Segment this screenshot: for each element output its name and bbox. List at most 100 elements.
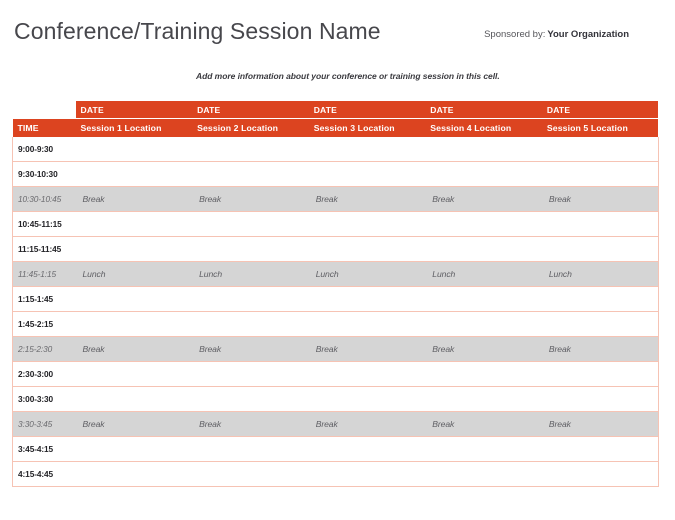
session-cell-3[interactable] [308, 386, 426, 412]
session-cell-4[interactable]: Break [425, 411, 542, 437]
date-header-2[interactable]: DATE [192, 101, 309, 119]
session-cell-4[interactable] [425, 436, 542, 462]
session-cell-4[interactable] [425, 286, 542, 312]
time-slot-cell[interactable]: 9:00-9:30 [12, 137, 76, 162]
session-cell-5[interactable] [541, 361, 659, 387]
session-cell-2[interactable]: Break [192, 411, 309, 437]
session-cell-3[interactable] [308, 286, 426, 312]
session-cell-1[interactable] [75, 137, 193, 162]
session-cell-2[interactable] [192, 461, 309, 487]
session-cell-1[interactable]: Break [75, 336, 193, 362]
session-cell-1[interactable] [75, 161, 193, 187]
column-header-session-3[interactable]: Session 3 Location [308, 118, 426, 137]
session-cell-4[interactable] [425, 161, 542, 187]
session-cell-1[interactable] [75, 211, 193, 237]
session-cell-3[interactable] [308, 211, 426, 237]
session-cell-3[interactable] [308, 361, 426, 387]
session-cell-5[interactable]: Break [541, 411, 659, 437]
time-slot-cell[interactable]: 2:30-3:00 [12, 361, 76, 387]
time-slot-cell[interactable]: 4:15-4:45 [12, 461, 76, 487]
session-cell-5[interactable]: Break [541, 336, 659, 362]
session-cell-3[interactable] [308, 236, 426, 262]
session-cell-3[interactable] [308, 161, 426, 187]
column-header-session-2[interactable]: Session 2 Location [192, 118, 309, 137]
session-cell-5[interactable] [541, 461, 659, 487]
session-cell-3[interactable]: Break [308, 411, 426, 437]
time-slot-cell[interactable]: 3:45-4:15 [12, 436, 76, 462]
session-cell-3[interactable] [308, 311, 426, 337]
session-cell-4[interactable] [425, 311, 542, 337]
date-header-1[interactable]: DATE [75, 101, 193, 119]
time-slot-cell[interactable]: 11:15-11:45 [12, 236, 76, 262]
session-cell-4[interactable] [425, 361, 542, 387]
session-cell-5[interactable]: Lunch [541, 261, 659, 287]
table-row: 10:30-10:45 Break Break Break Break Break [12, 186, 659, 212]
session-cell-4[interactable] [425, 236, 542, 262]
session-cell-4[interactable]: Break [425, 336, 542, 362]
date-header-3[interactable]: DATE [308, 101, 426, 119]
time-slot-cell[interactable]: 3:00-3:30 [12, 386, 76, 412]
time-slot-cell[interactable]: 3:30-3:45 [12, 411, 76, 437]
session-cell-4[interactable] [425, 211, 542, 237]
session-cell-1[interactable]: Break [75, 411, 193, 437]
session-cell-1[interactable]: Break [75, 186, 193, 212]
session-cell-5[interactable] [541, 286, 659, 312]
column-header-session-4[interactable]: Session 4 Location [425, 118, 542, 137]
table-row: 4:15-4:45 [12, 461, 659, 487]
session-cell-4[interactable]: Break [425, 186, 542, 212]
session-cell-1[interactable] [75, 311, 193, 337]
session-cell-1[interactable] [75, 236, 193, 262]
session-cell-5[interactable] [541, 211, 659, 237]
session-cell-1[interactable]: Lunch [75, 261, 193, 287]
session-cell-2[interactable]: Lunch [192, 261, 309, 287]
session-cell-4[interactable] [425, 137, 542, 162]
session-cell-2[interactable] [192, 286, 309, 312]
session-cell-2[interactable] [192, 137, 309, 162]
session-cell-2[interactable] [192, 161, 309, 187]
session-cell-5[interactable] [541, 161, 659, 187]
session-cell-5[interactable]: Break [541, 186, 659, 212]
session-cell-5[interactable] [541, 386, 659, 412]
session-cell-1[interactable] [75, 286, 193, 312]
session-cell-2[interactable] [192, 436, 309, 462]
time-slot-cell[interactable]: 9:30-10:30 [12, 161, 76, 187]
table-row: 1:15-1:45 [12, 286, 659, 312]
session-cell-3[interactable] [308, 461, 426, 487]
date-header-5[interactable]: DATE [541, 101, 659, 119]
time-slot-cell[interactable]: 10:45-11:15 [12, 211, 76, 237]
session-cell-2[interactable] [192, 236, 309, 262]
session-cell-3[interactable] [308, 436, 426, 462]
session-cell-4[interactable] [425, 386, 542, 412]
session-cell-4[interactable] [425, 461, 542, 487]
session-cell-3[interactable]: Break [308, 336, 426, 362]
subtitle-note[interactable]: Add more information about your conferen… [196, 71, 500, 81]
session-cell-2[interactable]: Break [192, 336, 309, 362]
session-cell-2[interactable] [192, 386, 309, 412]
session-cell-1[interactable] [75, 386, 193, 412]
session-cell-3[interactable]: Lunch [308, 261, 426, 287]
column-header-session-5[interactable]: Session 5 Location [541, 118, 659, 137]
sponsor-name[interactable]: Your Organization [547, 29, 629, 40]
time-slot-cell[interactable]: 1:15-1:45 [12, 286, 76, 312]
column-header-time[interactable]: TIME [12, 118, 76, 137]
session-cell-1[interactable] [75, 436, 193, 462]
session-cell-1[interactable] [75, 461, 193, 487]
session-cell-5[interactable] [541, 236, 659, 262]
session-cell-4[interactable]: Lunch [425, 261, 542, 287]
session-cell-2[interactable] [192, 211, 309, 237]
session-cell-2[interactable] [192, 311, 309, 337]
session-cell-2[interactable]: Break [192, 186, 309, 212]
session-cell-1[interactable] [75, 361, 193, 387]
time-slot-cell[interactable]: 1:45-2:15 [12, 311, 76, 337]
time-slot-cell[interactable]: 2:15-2:30 [12, 336, 76, 362]
time-slot-cell[interactable]: 11:45-1:15 [12, 261, 76, 287]
session-cell-5[interactable] [541, 436, 659, 462]
session-cell-3[interactable]: Break [308, 186, 426, 212]
session-cell-2[interactable] [192, 361, 309, 387]
date-header-4[interactable]: DATE [425, 101, 542, 119]
session-cell-3[interactable] [308, 137, 426, 162]
column-header-session-1[interactable]: Session 1 Location [75, 118, 193, 137]
session-cell-5[interactable] [541, 311, 659, 337]
session-cell-5[interactable] [541, 137, 659, 162]
time-slot-cell[interactable]: 10:30-10:45 [12, 186, 76, 212]
